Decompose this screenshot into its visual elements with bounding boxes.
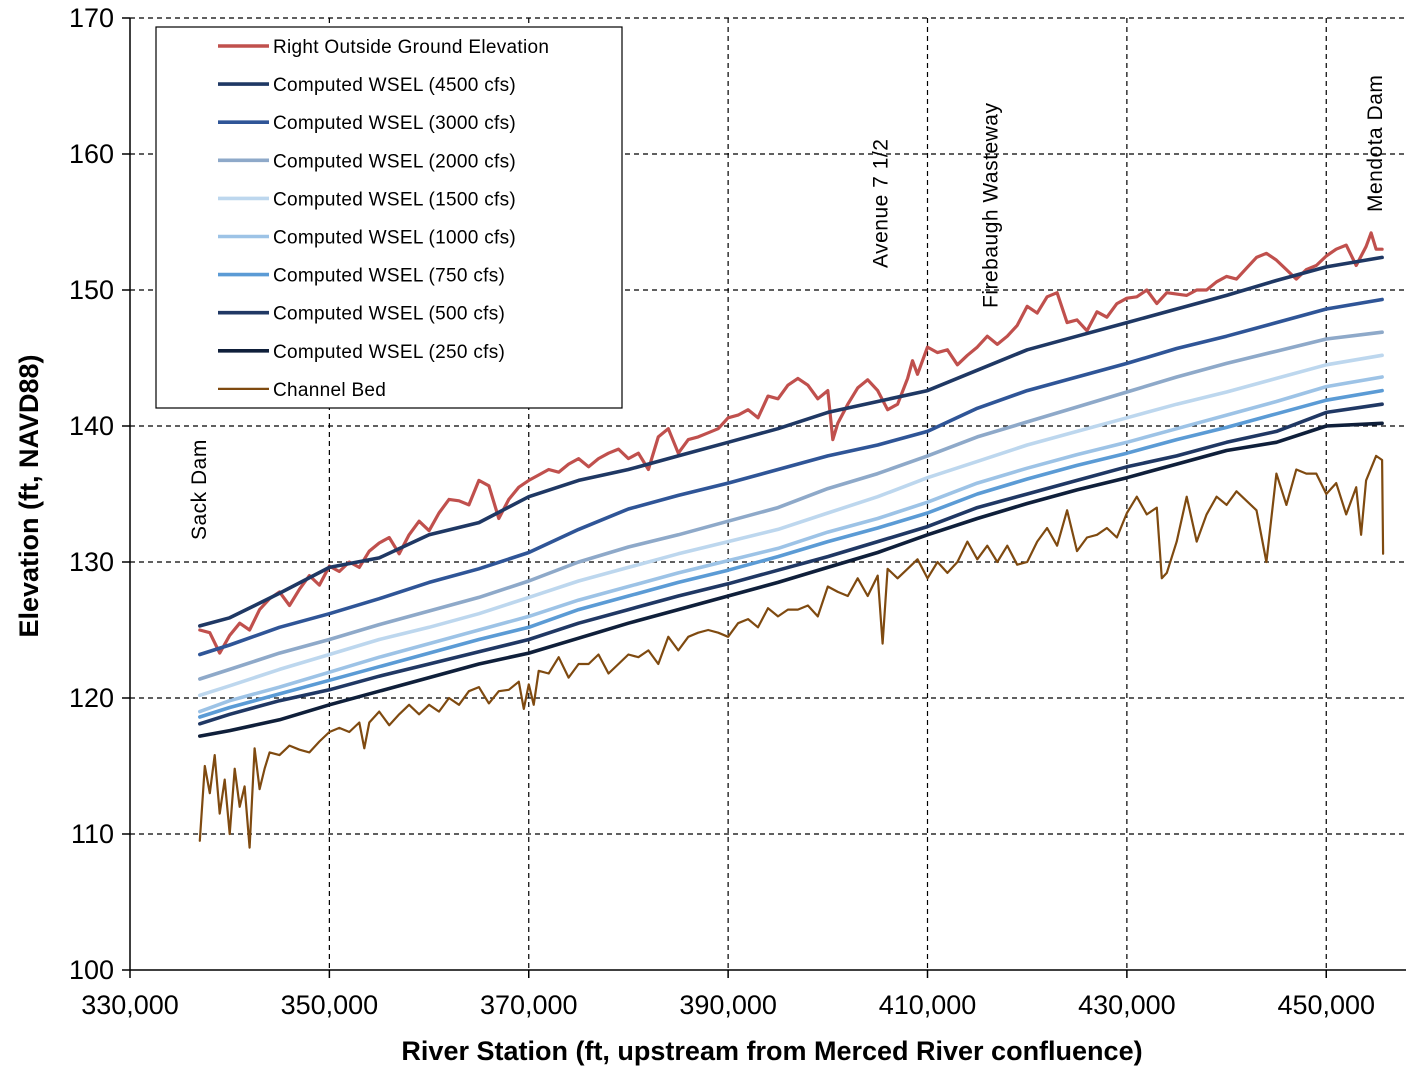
legend: Right Outside Ground Elevation Computed W… bbox=[155, 26, 623, 409]
series-line-computed-wsel-500-cfs bbox=[198, 402, 1384, 726]
y-axis-title: Elevation (ft, NAVD88) bbox=[14, 354, 44, 637]
series-line-channel-bed bbox=[198, 454, 1385, 849]
y-tick-label: 110 bbox=[71, 819, 114, 849]
annotations: Sack Dam Avenue 7 1/2 Firebaugh Wasteway Me… bbox=[188, 75, 1387, 540]
series-lines bbox=[198, 231, 1385, 849]
legend-label-right-outside-ground-elevation: Right Outside Ground Elevation bbox=[273, 37, 549, 58]
x-tick-label: 370,000 bbox=[480, 990, 578, 1020]
series-line-computed-wsel-1500-cfs bbox=[198, 353, 1384, 698]
annotation-avenue-7-1-2: Avenue 7 1/2 bbox=[870, 139, 893, 268]
y-tick-label: 170 bbox=[69, 3, 114, 33]
legend-label-computed-wsel-4500-cfs: Computed WSEL (4500 cfs) bbox=[273, 75, 516, 96]
legend-label-computed-wsel-1500-cfs: Computed WSEL (1500 cfs) bbox=[273, 189, 516, 210]
series-line-computed-wsel-1000-cfs bbox=[198, 375, 1384, 714]
x-tick-label: 390,000 bbox=[679, 990, 777, 1020]
y-tick-label: 130 bbox=[69, 547, 114, 577]
legend-label-computed-wsel-750-cfs: Computed WSEL (750 cfs) bbox=[273, 266, 505, 287]
x-tick-label: 430,000 bbox=[1078, 990, 1176, 1020]
annotation-sack-dam: Sack Dam bbox=[188, 439, 211, 540]
y-tick-label: 100 bbox=[69, 955, 114, 985]
series-line-computed-wsel-3000-cfs bbox=[198, 297, 1384, 657]
y-tick-label: 160 bbox=[69, 139, 114, 169]
legend-label-computed-wsel-1000-cfs: Computed WSEL (1000 cfs) bbox=[273, 228, 516, 249]
x-tick-label: 450,000 bbox=[1277, 990, 1375, 1020]
x-tick-label: 330,000 bbox=[81, 990, 179, 1020]
annotation-mendota-dam: Mendota Dam bbox=[1364, 75, 1387, 212]
legend-label-channel-bed: Channel Bed bbox=[273, 380, 386, 401]
y-tick-label: 120 bbox=[69, 683, 114, 713]
y-tick-label: 140 bbox=[69, 411, 114, 441]
y-tick-label: 150 bbox=[69, 275, 114, 305]
legend-label-computed-wsel-250-cfs: Computed WSEL (250 cfs) bbox=[273, 342, 505, 363]
tick-labels: 100 110 120 130 140 150 160 170 330,000 350,000 37… bbox=[69, 3, 1375, 1020]
x-tick-label: 350,000 bbox=[281, 990, 379, 1020]
legend-box bbox=[155, 26, 623, 409]
x-tick-label: 410,000 bbox=[879, 990, 977, 1020]
series-line-computed-wsel-750-cfs bbox=[198, 388, 1384, 719]
annotation-firebaugh-wasteway: Firebaugh Wasteway bbox=[979, 103, 1002, 308]
series-line-computed-wsel-2000-cfs bbox=[198, 330, 1384, 681]
series-line-computed-wsel-250-cfs bbox=[198, 421, 1384, 738]
x-axis-title: River Station (ft, upstream from Merced … bbox=[401, 1036, 1142, 1066]
axes bbox=[122, 17, 1406, 978]
series-line-computed-wsel-4500-cfs bbox=[198, 255, 1384, 628]
legend-label-computed-wsel-500-cfs: Computed WSEL (500 cfs) bbox=[273, 304, 505, 325]
legend-label-computed-wsel-2000-cfs: Computed WSEL (2000 cfs) bbox=[273, 151, 516, 172]
legend-label-computed-wsel-3000-cfs: Computed WSEL (3000 cfs) bbox=[273, 113, 516, 134]
